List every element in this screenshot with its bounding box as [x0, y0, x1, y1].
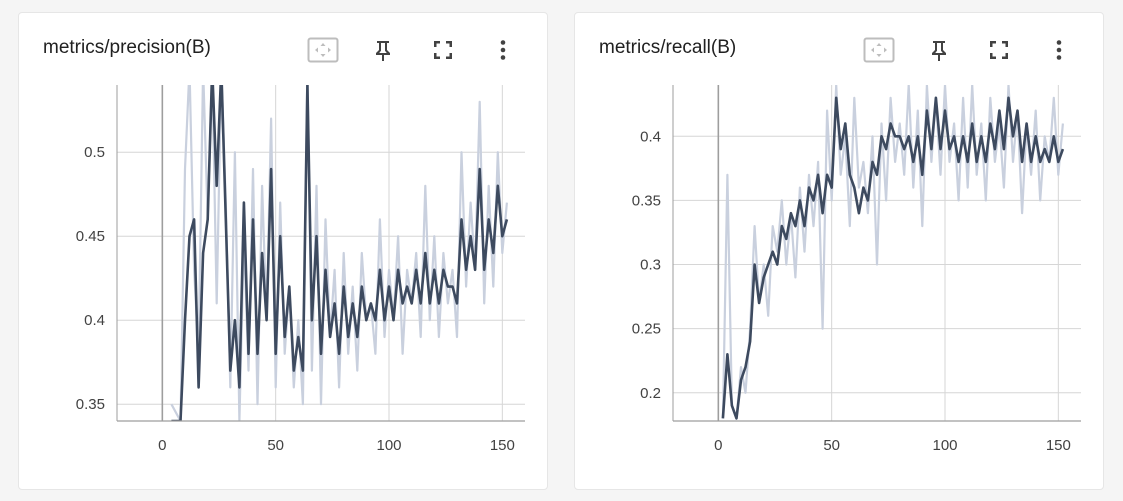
- pin-button[interactable]: [917, 35, 961, 65]
- x-tick-label: 100: [376, 437, 401, 454]
- fit-domain-icon: [307, 37, 339, 63]
- smoothed-series-line: [721, 96, 1065, 420]
- more-button[interactable]: [1037, 35, 1081, 65]
- y-tick-label: 0.45: [76, 228, 105, 245]
- card-toolbar: [857, 35, 1081, 65]
- fit-domain-icon: [863, 37, 895, 63]
- x-tick-label: 0: [158, 437, 166, 454]
- pin-icon: [376, 41, 390, 61]
- fit-domain-button[interactable]: [857, 35, 901, 65]
- y-tick-label: 0.35: [632, 192, 661, 209]
- y-tick-label: 0.5: [84, 144, 105, 161]
- x-tick-label: 150: [1046, 437, 1071, 454]
- card-title: metrics/precision(B): [43, 37, 211, 58]
- x-tick-label: 0: [714, 437, 722, 454]
- smoothed-series-line: [171, 85, 509, 421]
- chart-card-recall: 0.2 0.25 0.3 0.35 0.4 0 50 100 150 metrics/recal…: [574, 12, 1104, 490]
- y-tick-label: 0.2: [640, 385, 661, 402]
- more-button[interactable]: [481, 35, 525, 65]
- chart-card-precision: 0.35 0.4 0.45 0.5 0 50 100 150 metrics/precisio…: [18, 12, 548, 490]
- card-title: metrics/recall(B): [599, 37, 737, 58]
- pin-icon: [932, 41, 946, 61]
- x-tick-label: 100: [932, 437, 957, 454]
- y-tick-label: 0.4: [640, 128, 661, 145]
- x-tick-label: 50: [267, 437, 284, 454]
- chart-recall: 0.2 0.25 0.3 0.35 0.4 0 50 100 150: [632, 85, 1081, 454]
- y-tick-label: 0.3: [640, 257, 661, 274]
- card-toolbar: [301, 35, 525, 65]
- y-tick-label: 0.35: [76, 396, 105, 413]
- y-tick-label: 0.25: [632, 321, 661, 338]
- series-group: [170, 85, 509, 421]
- pin-button[interactable]: [361, 35, 405, 65]
- y-tick-label: 0.4: [84, 312, 105, 329]
- more-vert-icon: [500, 40, 506, 60]
- fullscreen-icon: [434, 41, 452, 59]
- more-vert-icon: [1056, 40, 1062, 60]
- fullscreen-button[interactable]: [977, 35, 1021, 65]
- fit-domain-button[interactable]: [301, 35, 345, 65]
- chart-precision: 0.35 0.4 0.45 0.5 0 50 100 150: [76, 85, 525, 454]
- x-tick-label: 150: [490, 437, 515, 454]
- fullscreen-icon: [990, 41, 1008, 59]
- x-tick-label: 50: [823, 437, 840, 454]
- series-group: [721, 85, 1065, 420]
- fullscreen-button[interactable]: [421, 35, 465, 65]
- grid: [673, 85, 1081, 421]
